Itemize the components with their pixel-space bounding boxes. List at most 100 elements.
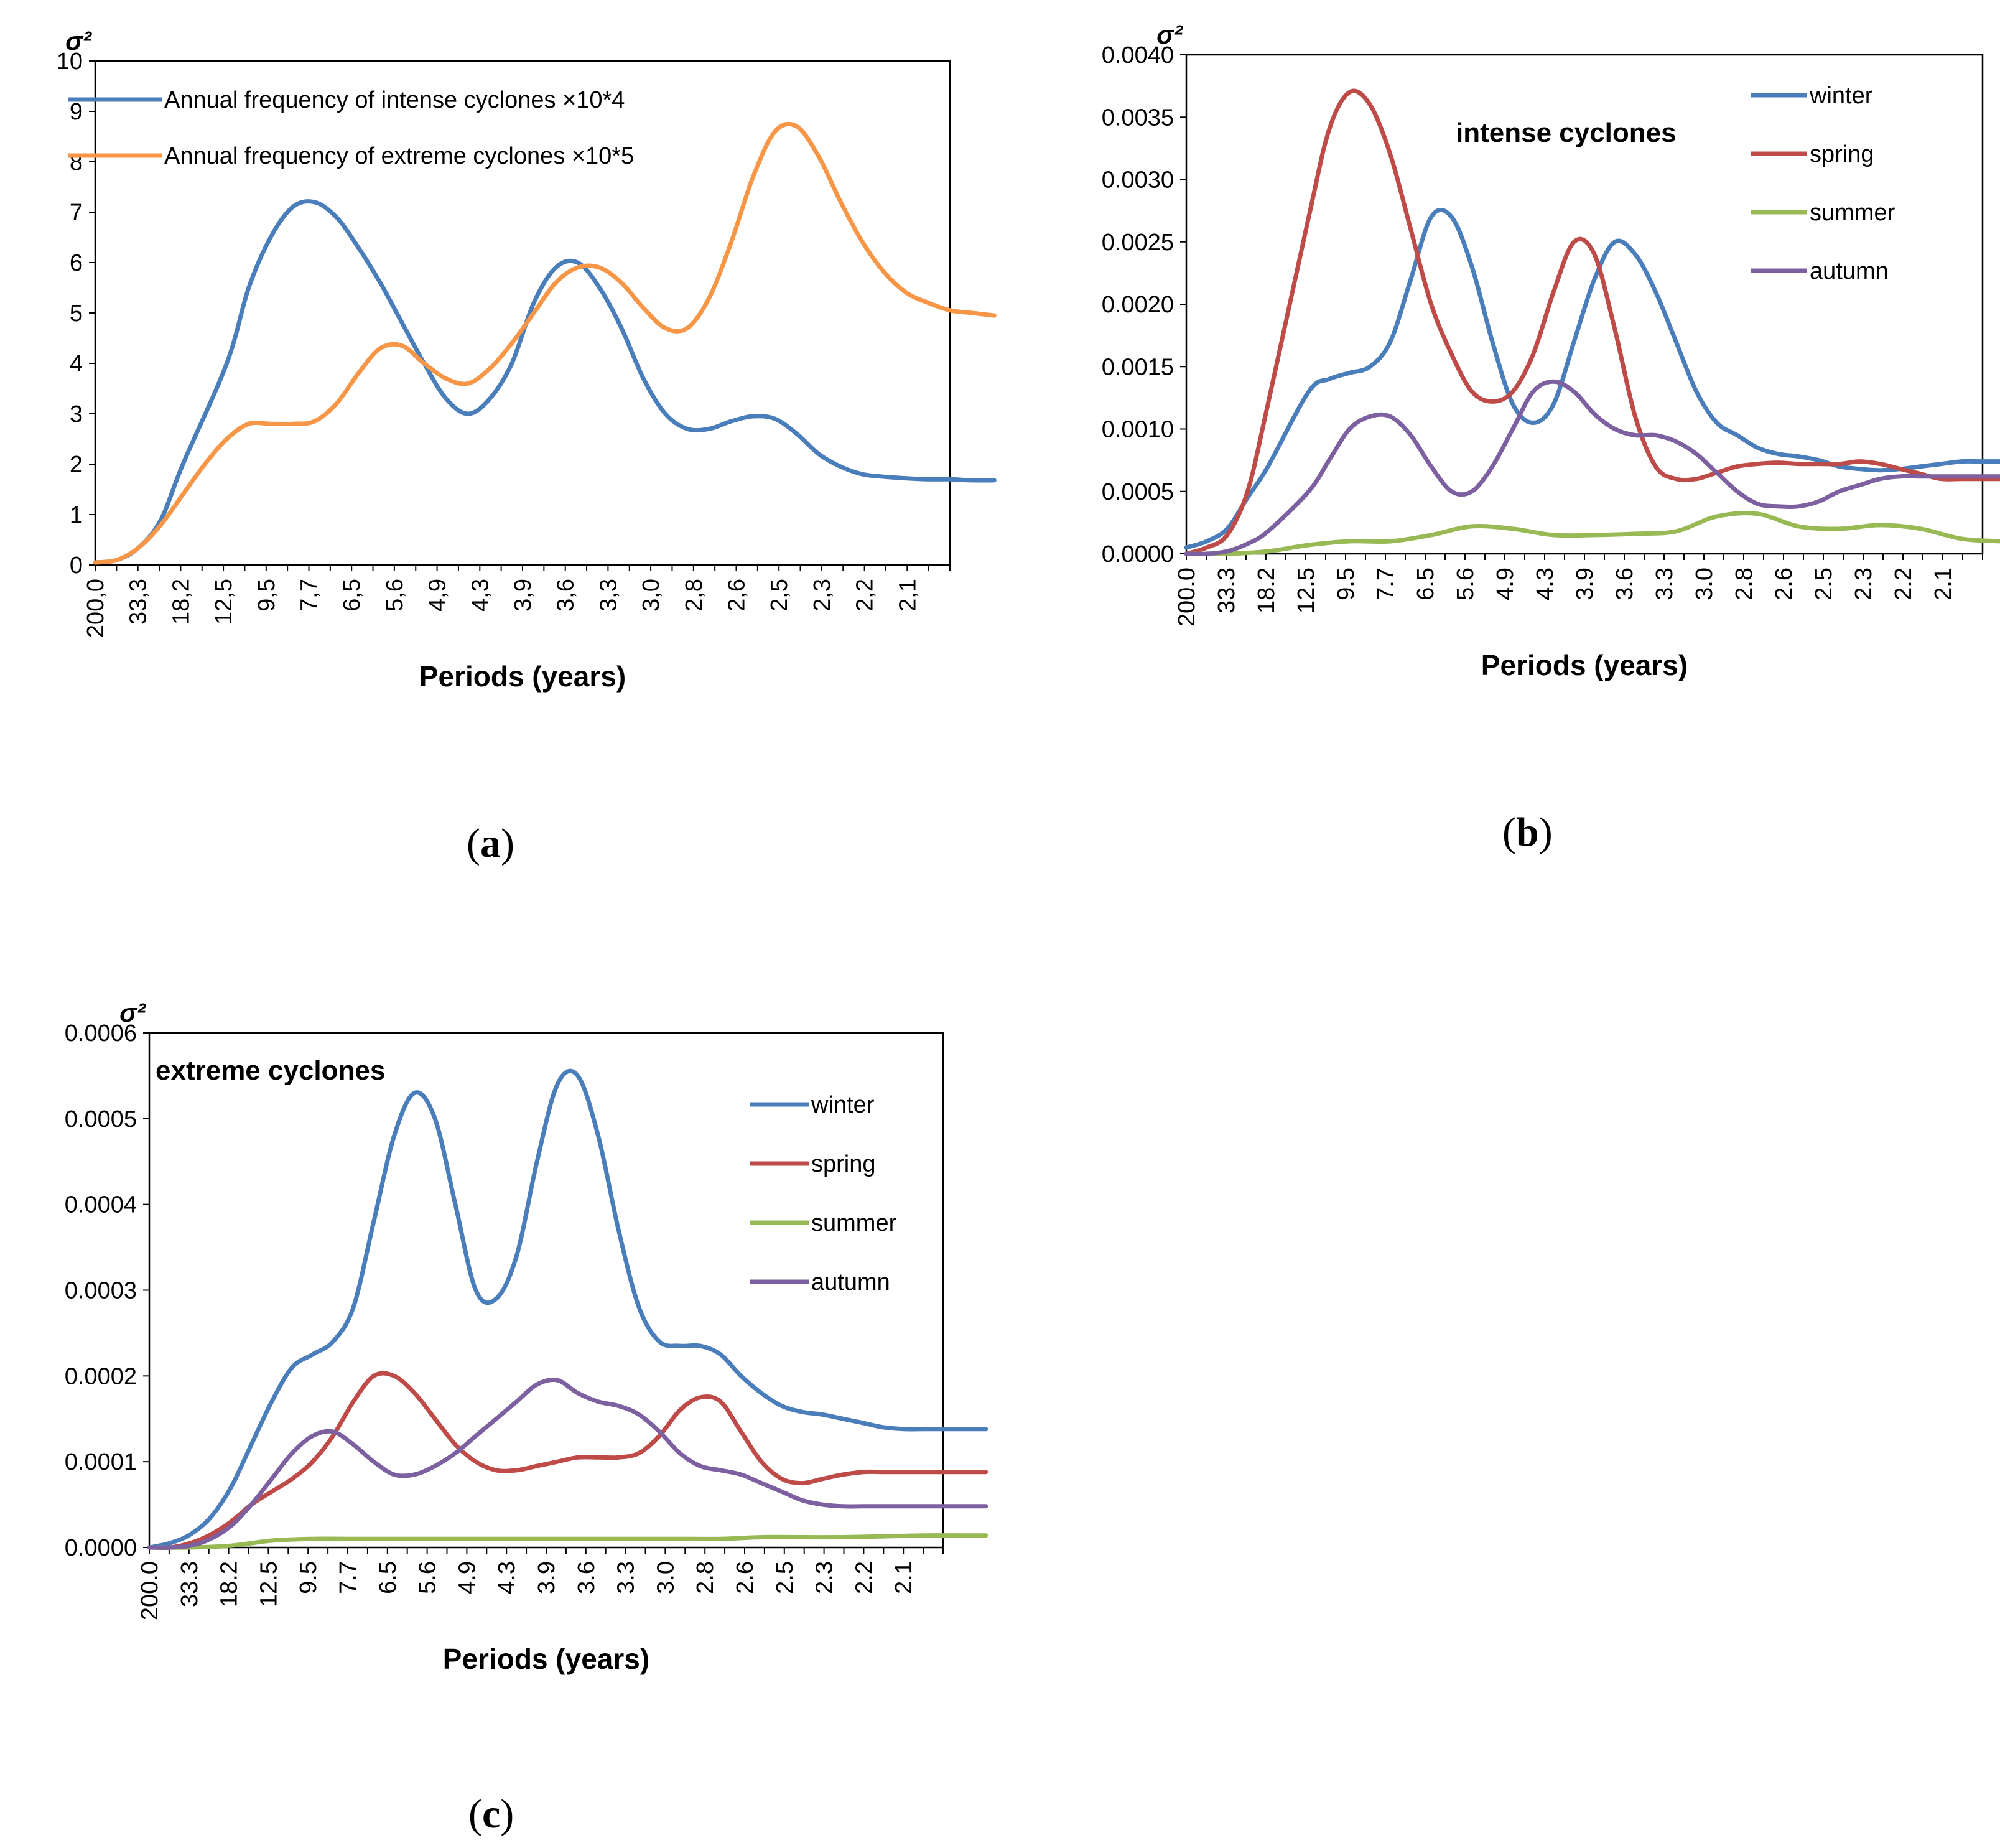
legend-entry-label: Annual frequency of intense cyclones ×10… bbox=[164, 87, 625, 113]
series-line-winter bbox=[147, 1068, 988, 1550]
x-axis-title: Periods (years) bbox=[419, 660, 626, 693]
x-tick-label: 3,6 bbox=[553, 579, 579, 612]
y-tick-label: 0.0010 bbox=[1102, 417, 1174, 443]
legend-entry-label: Annual frequency of extreme cyclones ×10… bbox=[164, 143, 634, 169]
x-tick-label: 33.3 bbox=[177, 1561, 203, 1607]
x-tick-label: 2,5 bbox=[766, 579, 793, 612]
x-tick-label: 3.0 bbox=[653, 1561, 679, 1594]
y-tick-label: 0.0006 bbox=[65, 1020, 137, 1047]
chart-panel-b: 0.0000 0.0005 0.0010 0.0015 0.0020 0.0025 0.00… bbox=[1102, 20, 2000, 681]
x-tick-label: 2.5 bbox=[772, 1561, 798, 1594]
x-tick-label: 3.9 bbox=[1572, 567, 1598, 600]
x-tick-label: 2,1 bbox=[895, 579, 921, 612]
x-tick-label: 33,3 bbox=[126, 579, 152, 625]
y-tick-label: 0 bbox=[70, 553, 83, 579]
x-tick-label: 3.6 bbox=[1612, 567, 1638, 600]
x-tick-label: 9.5 bbox=[1333, 567, 1359, 600]
y-tick-label: 0.0004 bbox=[65, 1192, 137, 1218]
x-tick-label: 2,8 bbox=[681, 579, 707, 612]
y-tick-label: 0.0025 bbox=[1102, 230, 1174, 256]
x-tick-label: 18.2 bbox=[1253, 567, 1280, 614]
y-tick-label: 0.0002 bbox=[65, 1363, 137, 1389]
x-tick-label: 2.1 bbox=[1930, 567, 1956, 600]
x-tick-label: 4,3 bbox=[467, 579, 493, 612]
y-axis-label: σ² bbox=[65, 26, 92, 55]
legend-entry-label: summer bbox=[1810, 200, 1895, 226]
series-line-spring bbox=[1184, 88, 2000, 556]
x-tick-label: 18,2 bbox=[168, 579, 194, 625]
x-tick-label: 12.5 bbox=[1293, 567, 1319, 614]
y-tick-label: 0.0000 bbox=[65, 1535, 137, 1561]
x-tick-label: 3,9 bbox=[510, 579, 536, 612]
x-tick-label: 3.6 bbox=[574, 1561, 600, 1594]
x-tick-label: 4.3 bbox=[1532, 567, 1558, 600]
panel-c-letter: c bbox=[481, 1791, 501, 1837]
legend-entry-label: winter bbox=[811, 1092, 875, 1118]
x-tick-label: 7.7 bbox=[1373, 567, 1399, 600]
y-tick-label: 4 bbox=[70, 351, 83, 377]
x-tick-label: 18.2 bbox=[216, 1561, 243, 1607]
x-tick-label: 9,5 bbox=[254, 579, 280, 612]
y-tick-label: 8 bbox=[70, 149, 83, 175]
x-tick-label: 2.3 bbox=[812, 1561, 838, 1594]
series-line-spring bbox=[147, 1371, 988, 1550]
x-tick-label: 4.9 bbox=[1492, 567, 1519, 600]
x-tick-label: 2.6 bbox=[732, 1561, 758, 1594]
x-tick-label: 7,7 bbox=[297, 579, 323, 612]
series-line-summer bbox=[147, 1533, 988, 1550]
series-line-annual-frequency-of-extreme-cyclones-10- bbox=[93, 121, 997, 565]
x-tick-label: 5.6 bbox=[1453, 567, 1479, 600]
panel-a-caption: (a) bbox=[467, 821, 514, 866]
series-line-summer bbox=[1184, 511, 2000, 556]
x-tick-label: 4.9 bbox=[454, 1561, 480, 1594]
legend-entry-label: summer bbox=[811, 1210, 897, 1236]
legend-entry-label: winter bbox=[1809, 83, 1873, 109]
legend-entry-label: autumn bbox=[1810, 258, 1889, 284]
x-tick-label: 33.3 bbox=[1214, 567, 1240, 614]
y-tick-label: 6 bbox=[70, 250, 83, 276]
panel-b-letter: b bbox=[1515, 810, 1539, 855]
x-tick-label: 3.3 bbox=[1652, 567, 1678, 600]
x-tick-label: 3.9 bbox=[534, 1561, 560, 1594]
plot-area-frame bbox=[94, 60, 951, 566]
y-axis-label: σ² bbox=[119, 998, 146, 1027]
y-tick-label: 1 bbox=[70, 502, 83, 528]
x-tick-label: 2,6 bbox=[724, 579, 750, 612]
legend-entry-label: spring bbox=[1810, 141, 1874, 167]
x-tick-label: 2.8 bbox=[1731, 567, 1757, 600]
x-tick-label: 2.5 bbox=[1811, 567, 1837, 600]
panel-c-caption: (c) bbox=[468, 1791, 514, 1837]
x-tick-label: 200.0 bbox=[1174, 567, 1200, 627]
y-tick-label: 0.0000 bbox=[1102, 541, 1174, 567]
y-tick-label: 0.0015 bbox=[1102, 354, 1174, 380]
x-tick-label: 3,3 bbox=[595, 579, 621, 612]
series-line-annual-frequency-of-intense-cyclones-10- bbox=[93, 199, 997, 565]
x-tick-label: 2.2 bbox=[1891, 567, 1917, 600]
y-tick-label: 0.0035 bbox=[1102, 105, 1174, 131]
x-tick-label: 6.5 bbox=[375, 1561, 401, 1594]
series-line-autumn bbox=[1184, 379, 2000, 556]
x-tick-label: 4.3 bbox=[494, 1561, 520, 1594]
y-tick-label: 5 bbox=[70, 301, 83, 327]
x-tick-label: 6.5 bbox=[1413, 567, 1439, 600]
x-tick-label: 12,5 bbox=[211, 579, 237, 625]
x-tick-label: 200,0 bbox=[83, 579, 109, 638]
chart-annotation: intense cyclones bbox=[1456, 118, 1677, 148]
panel-b-caption: (b) bbox=[1502, 810, 1553, 855]
x-axis-title: Periods (years) bbox=[443, 1643, 649, 1675]
x-tick-label: 200.0 bbox=[137, 1561, 163, 1620]
x-tick-label: 2,2 bbox=[852, 579, 878, 612]
chart-panel-c: 0.0000 0.0001 0.0002 0.0003 0.0004 0.0005 0.00… bbox=[65, 998, 988, 1675]
x-tick-label: 7.7 bbox=[335, 1561, 361, 1594]
x-axis-title: Periods (years) bbox=[1481, 649, 1688, 681]
y-tick-label: 0.0005 bbox=[65, 1106, 137, 1132]
y-tick-label: 0.0005 bbox=[1102, 479, 1174, 505]
x-tick-label: 2.6 bbox=[1771, 567, 1797, 600]
y-tick-label: 10 bbox=[57, 49, 83, 75]
x-tick-label: 4,9 bbox=[425, 579, 451, 612]
x-tick-label: 5,6 bbox=[382, 579, 408, 612]
y-tick-label: 0.0001 bbox=[65, 1449, 137, 1475]
y-tick-label: 2 bbox=[70, 452, 83, 478]
